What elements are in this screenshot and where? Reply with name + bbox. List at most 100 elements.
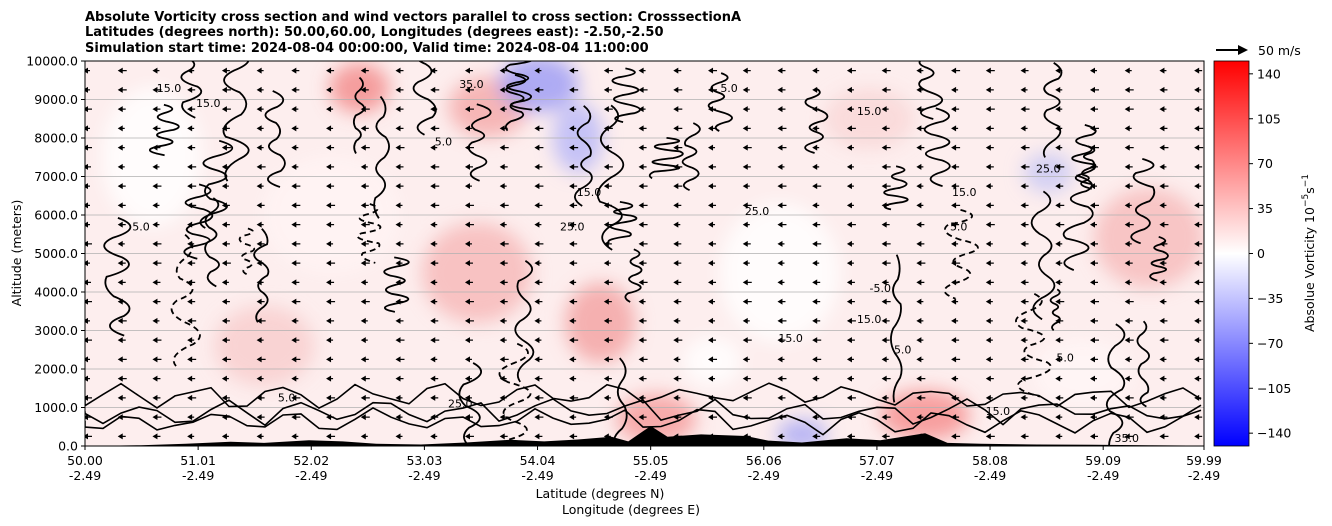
wind-vector-head	[291, 298, 297, 305]
wind-vector-head	[708, 279, 714, 286]
wind-vector-head	[603, 163, 609, 170]
wind-vector-head	[291, 433, 297, 440]
wind-vector-head	[430, 375, 436, 382]
wind-vector-head	[1194, 375, 1200, 382]
contour-line	[624, 248, 643, 303]
wind-vector-head	[464, 356, 470, 363]
wind-vector-head	[951, 279, 957, 286]
x-tick-label-lon: -2.49	[974, 468, 1006, 483]
wind-vector-head	[1159, 298, 1165, 305]
wind-vector-head	[638, 106, 644, 113]
wind-vector-head	[673, 240, 679, 247]
wind-vector-head	[777, 106, 783, 113]
contour-line	[1062, 174, 1094, 271]
colorbar-label-main: Absolue Vorticity 10	[1302, 207, 1317, 332]
wind-vector-head	[1020, 163, 1026, 170]
wind-vector-head	[638, 337, 644, 344]
wind-vector-head	[673, 356, 679, 363]
contour-label: 15.0	[196, 97, 221, 110]
wind-vector-head	[117, 356, 123, 363]
wind-vector-head	[360, 125, 366, 132]
wind-vector-head	[603, 125, 609, 132]
wind-vector-head	[1055, 394, 1061, 401]
wind-vector-head	[985, 298, 991, 305]
wind-vector-head	[1194, 317, 1200, 324]
wind-vector-head	[812, 125, 818, 132]
wind-vector-head	[812, 163, 818, 170]
wind-vector-head	[534, 183, 540, 190]
wind-vector-head	[777, 67, 783, 74]
contour-line	[1130, 158, 1156, 245]
wind-vector-head	[742, 279, 748, 286]
wind-vector-head	[951, 337, 957, 344]
wind-vector-head	[464, 375, 470, 382]
wind-vector-head	[569, 125, 575, 132]
x-tick-label-lon: -2.49	[748, 468, 780, 483]
wind-vector-head	[395, 260, 401, 267]
wind-vector-head	[569, 356, 575, 363]
contour-line	[264, 90, 286, 188]
wind-vector-head	[464, 260, 470, 267]
wind-vector-head	[777, 394, 783, 401]
wind-vector-head	[152, 106, 158, 113]
wind-vector-head	[430, 144, 436, 151]
wind-vector-head	[291, 125, 297, 132]
wind-vector-head	[985, 125, 991, 132]
wind-vector-head	[742, 221, 748, 228]
wind-vector-head	[1020, 279, 1026, 286]
y-tick-label: 1000.0	[34, 400, 78, 415]
wind-vector-head	[85, 221, 88, 228]
wind-vector-head	[708, 163, 714, 170]
wind-vector-head	[881, 260, 887, 267]
wind-vector-head	[534, 375, 540, 382]
wind-vector-head	[1089, 183, 1095, 190]
wind-vector-head	[221, 163, 227, 170]
wind-vector-head	[187, 433, 193, 440]
wind-vector-head	[256, 356, 262, 363]
wind-vector-head	[360, 317, 366, 324]
wind-vector-head	[1194, 202, 1200, 209]
contour-line	[199, 139, 234, 229]
wind-vector-head	[85, 240, 88, 247]
wind-vector-head	[1055, 144, 1061, 151]
wind-vector-head	[430, 163, 436, 170]
wind-vector-head	[951, 356, 957, 363]
colorbar-tick-label: 0	[1257, 246, 1265, 261]
wind-vector-head	[777, 433, 783, 440]
x-tick-label-lon: -2.49	[861, 468, 893, 483]
colorbar-tick-label: −35	[1257, 291, 1283, 306]
wind-vector-head	[742, 86, 748, 93]
chart-title: Absolute Vorticity cross section and win…	[85, 10, 741, 56]
quiver-key: 50 m/s	[1216, 43, 1301, 58]
wind-vector-head	[742, 317, 748, 324]
wind-vector-head	[1055, 86, 1061, 93]
wind-vector-head	[187, 279, 193, 286]
wind-vector-head	[951, 375, 957, 382]
wind-vector-head	[1124, 356, 1130, 363]
wind-vector-head	[534, 394, 540, 401]
wind-vector-head	[603, 279, 609, 286]
x-tick-label-lon: -2.49	[182, 468, 214, 483]
x-tick-label-lat: 51.01	[180, 453, 216, 468]
wind-vector-head	[499, 279, 505, 286]
wind-vector-head	[742, 394, 748, 401]
wind-vector-head	[221, 144, 227, 151]
contour-label: 15.0	[857, 105, 882, 118]
wind-vector-head	[360, 67, 366, 74]
wind-vector-head	[708, 67, 714, 74]
wind-vector-head	[395, 375, 401, 382]
contour-lines	[85, 61, 1202, 446]
wind-vector-head	[360, 433, 366, 440]
y-tick-label: 6000.0	[34, 208, 78, 223]
wind-vector-head	[985, 394, 991, 401]
wind-vector-head	[1124, 279, 1130, 286]
contour-line	[373, 95, 390, 219]
contour-label: 15.0	[986, 405, 1011, 418]
wind-vector-head	[777, 317, 783, 324]
wind-vector-head	[1124, 433, 1130, 440]
wind-vector-head	[534, 298, 540, 305]
wind-vector-head	[951, 106, 957, 113]
wind-vector-head	[1159, 144, 1165, 151]
wind-vector-head	[603, 337, 609, 344]
wind-vector-head	[708, 260, 714, 267]
